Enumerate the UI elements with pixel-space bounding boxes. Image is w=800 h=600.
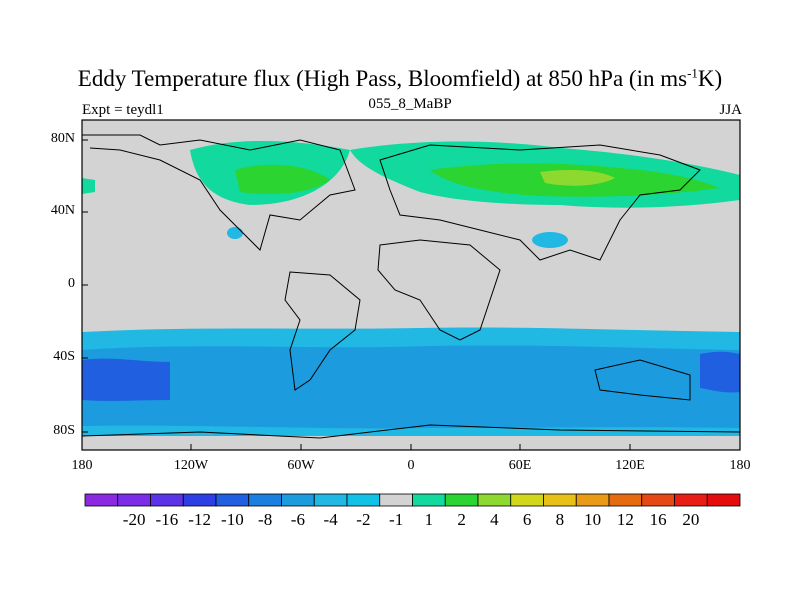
case-label: 055_8_MaBP	[368, 96, 452, 112]
x-tick-label: 60W	[287, 458, 315, 473]
colorbar-swatch	[706, 493, 741, 507]
colorbar-swatch	[117, 493, 151, 507]
experiment-label: Expt = teydl1	[82, 102, 164, 118]
neg-band-4	[82, 345, 740, 435]
coast-africa	[377, 239, 501, 341]
colorbar-swatch	[182, 493, 217, 507]
colorbar-label: -10	[221, 510, 244, 529]
colorbar-swatch	[575, 493, 610, 507]
season-label: JJA	[719, 102, 742, 118]
coast-australia	[594, 359, 691, 401]
x-tick-label: 180	[729, 458, 751, 473]
colorbar-label: 1	[424, 510, 434, 529]
colorbar-swatch	[477, 493, 512, 507]
colorbar-label: -12	[188, 510, 211, 529]
coast-antarctica	[82, 424, 740, 439]
neg-spot-1	[532, 232, 568, 248]
x-tick-label: 180	[71, 458, 93, 473]
colorbar-label: 20	[682, 510, 700, 529]
colorbar-label: 6	[522, 510, 532, 529]
coastlines	[82, 134, 740, 439]
colorbar-swatch	[412, 493, 446, 507]
page-title: Eddy Temperature flux (High Pass, Bloomf…	[77, 65, 723, 91]
colorbar-label: 4	[490, 510, 499, 529]
colorbar-swatch	[313, 493, 348, 507]
colorbar-label: 12	[616, 510, 634, 529]
neg-spot-2	[227, 227, 243, 239]
colorbar-swatch	[608, 493, 643, 507]
colorbar-label: -8	[258, 510, 273, 529]
colorbar-swatch	[543, 493, 577, 507]
colorbar-label: 16	[649, 510, 667, 529]
colorbar-label: -16	[155, 510, 179, 529]
x-tick-label: 60E	[508, 458, 532, 473]
field-layer	[82, 120, 740, 450]
colorbar-swatch	[674, 493, 708, 507]
pos-band-2-na	[235, 164, 330, 195]
colorbar	[84, 493, 741, 507]
colorbar-swatch	[346, 493, 381, 507]
pos-band-4-eurasia	[540, 170, 615, 186]
neg-band-6-east	[700, 351, 740, 393]
colorbar-swatch	[215, 493, 250, 507]
colorbar-swatch	[379, 493, 413, 507]
y-tick-label: 0	[68, 276, 75, 291]
colorbar-swatch	[150, 493, 184, 507]
colorbar-swatch	[248, 493, 282, 507]
colorbar-label: -1	[389, 510, 404, 529]
colorbar-swatch	[641, 493, 675, 507]
axis-ticks	[82, 139, 631, 450]
y-tick-label: 40N	[50, 203, 75, 218]
colorbar-swatch	[84, 493, 119, 507]
x-tick-label: 120W	[173, 458, 209, 473]
y-tick-label: 40S	[53, 349, 75, 364]
colorbar-label: -4	[323, 510, 338, 529]
x-tick-label: 120E	[615, 458, 645, 473]
colorbar-label: 2	[457, 510, 466, 529]
colorbar-swatch	[510, 493, 544, 507]
coast-north-america	[82, 134, 356, 251]
y-tick-label: 80N	[50, 131, 75, 146]
coast-south-america	[284, 271, 361, 391]
colorbar-label: -2	[356, 510, 371, 529]
pos-band-edge	[82, 178, 95, 194]
colorbar-label: 10	[584, 510, 602, 529]
x-tick-label: 0	[407, 458, 415, 473]
colorbar-swatch	[281, 493, 315, 507]
colorbar-label: 8	[555, 510, 565, 529]
colorbar-label: -6	[290, 510, 305, 529]
neg-band-edge	[82, 425, 740, 436]
coast-eurasia	[379, 144, 701, 261]
neg-band-6-west	[82, 358, 170, 401]
y-tick-label: 80S	[53, 423, 75, 438]
colorbar-label: -20	[122, 510, 146, 529]
colorbar-swatch	[444, 493, 479, 507]
antarctic-land	[82, 436, 740, 450]
